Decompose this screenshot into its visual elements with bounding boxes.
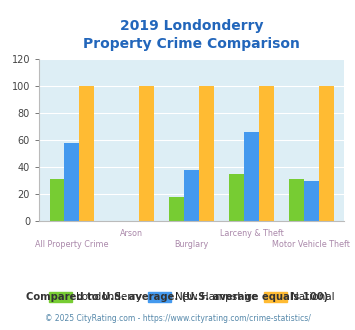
Bar	[199, 86, 214, 221]
Text: Burglary: Burglary	[175, 240, 209, 249]
Bar	[50, 179, 65, 221]
Bar	[229, 174, 244, 221]
Bar	[319, 86, 334, 221]
Bar	[289, 179, 304, 221]
Bar	[65, 143, 80, 221]
Bar	[169, 197, 184, 221]
Bar	[139, 86, 154, 221]
Text: All Property Crime: All Property Crime	[35, 240, 109, 249]
Text: © 2025 CityRating.com - https://www.cityrating.com/crime-statistics/: © 2025 CityRating.com - https://www.city…	[45, 314, 310, 323]
Title: 2019 Londonderry
Property Crime Comparison: 2019 Londonderry Property Crime Comparis…	[83, 19, 300, 51]
Text: Larceny & Theft: Larceny & Theft	[220, 229, 283, 238]
Bar	[244, 132, 259, 221]
Text: Arson: Arson	[120, 229, 143, 238]
Legend: Londonderry, New Hampshire, National: Londonderry, New Hampshire, National	[45, 288, 339, 307]
Bar	[184, 170, 199, 221]
Text: Motor Vehicle Theft: Motor Vehicle Theft	[273, 240, 350, 249]
Bar	[80, 86, 94, 221]
Bar	[304, 181, 319, 221]
Text: Compared to U.S. average. (U.S. average equals 100): Compared to U.S. average. (U.S. average …	[26, 292, 329, 302]
Bar	[259, 86, 274, 221]
